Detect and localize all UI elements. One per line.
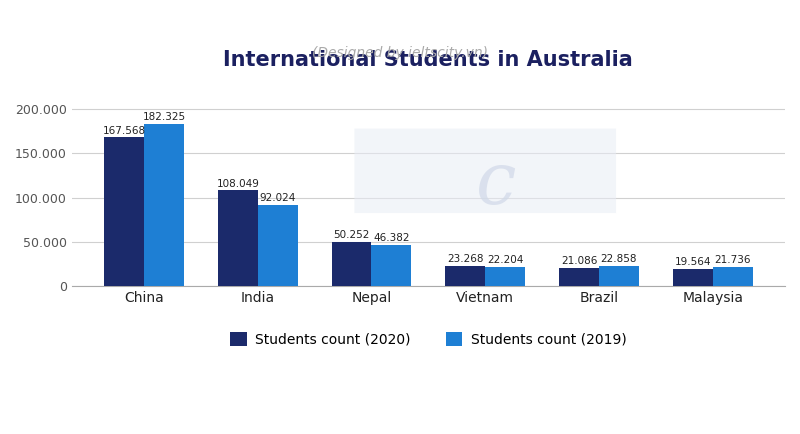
FancyBboxPatch shape	[354, 128, 616, 213]
Bar	[446, 266, 486, 286]
Bar	[144, 124, 184, 286]
Text: 50.252: 50.252	[334, 230, 370, 240]
Bar	[713, 267, 753, 286]
Bar	[332, 242, 371, 286]
Text: (Designed by ieltscity.vn): (Designed by ieltscity.vn)	[312, 46, 488, 59]
Text: 19.564: 19.564	[674, 257, 711, 267]
Text: 22.858: 22.858	[601, 254, 637, 264]
Bar	[104, 138, 144, 286]
Bar	[673, 269, 713, 286]
Text: 182.325: 182.325	[142, 112, 186, 122]
Text: 21.086: 21.086	[561, 256, 598, 266]
Bar	[486, 267, 525, 286]
Title: International Students in Australia: International Students in Australia	[223, 50, 634, 70]
Text: 108.049: 108.049	[216, 178, 259, 188]
Bar	[599, 266, 639, 286]
Bar	[371, 245, 411, 286]
Text: 167.568: 167.568	[102, 125, 146, 135]
Legend: Students count (2020), Students count (2019): Students count (2020), Students count (2…	[223, 325, 634, 353]
Text: c: c	[476, 149, 517, 220]
Text: 92.024: 92.024	[259, 193, 296, 203]
Text: 23.268: 23.268	[447, 254, 483, 264]
Bar	[218, 191, 258, 286]
Bar	[258, 204, 298, 286]
Bar	[559, 268, 599, 286]
Text: 21.736: 21.736	[714, 255, 751, 265]
Text: 22.204: 22.204	[487, 255, 523, 265]
Text: 46.382: 46.382	[373, 233, 410, 243]
